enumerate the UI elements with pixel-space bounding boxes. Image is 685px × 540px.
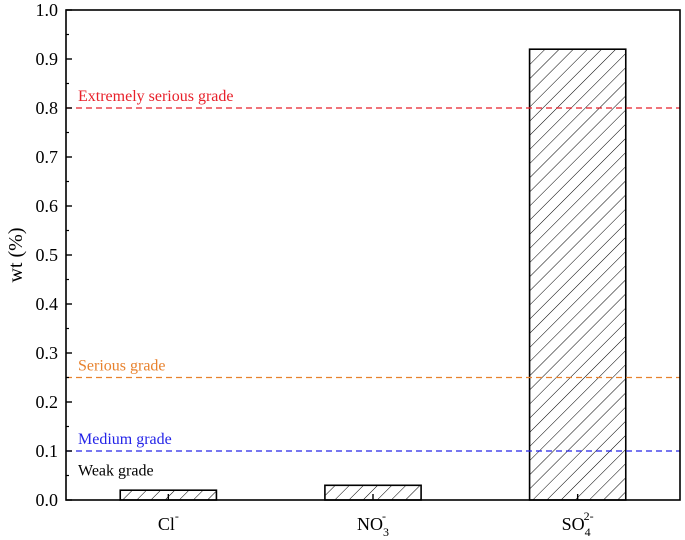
y-tick-label: 0.3 [36, 343, 59, 363]
y-tick-label: 0.0 [36, 490, 59, 510]
threshold-label-0: Extremely serious grade [78, 88, 234, 105]
bar-2 [528, 48, 627, 501]
bars [119, 48, 627, 501]
y-tick-label: 0.8 [36, 98, 59, 118]
threshold-lines: Extremely serious grade Serious grade Medi… [66, 88, 680, 480]
y-axis-title: wt (%) [5, 228, 27, 283]
y-tick-label: 0.4 [36, 294, 59, 314]
axis-ticks: 0.0 0.1 0.2 0.3 0.4 0.5 0.6 0.7 0.8 0.9 1.0 Cl- NO3-… [36, 0, 594, 539]
y-tick-label: 0.6 [36, 196, 59, 216]
y-tick-label: 0.5 [36, 245, 59, 265]
x-tick-label: NO3- [357, 509, 389, 539]
y-tick-label: 1.0 [36, 0, 59, 20]
y-tick-label: 0.2 [36, 392, 59, 412]
y-tick-label: 0.9 [36, 49, 59, 69]
threshold-label-3: Weak grade [78, 463, 154, 480]
y-tick-label: 0.1 [36, 441, 59, 461]
threshold-label-2: Medium grade [78, 431, 172, 448]
threshold-label-1: Serious grade [78, 358, 166, 375]
x-tick-label: Cl- [158, 509, 179, 534]
x-tick-label: SO42- [562, 509, 594, 539]
y-tick-label: 0.7 [36, 147, 59, 167]
